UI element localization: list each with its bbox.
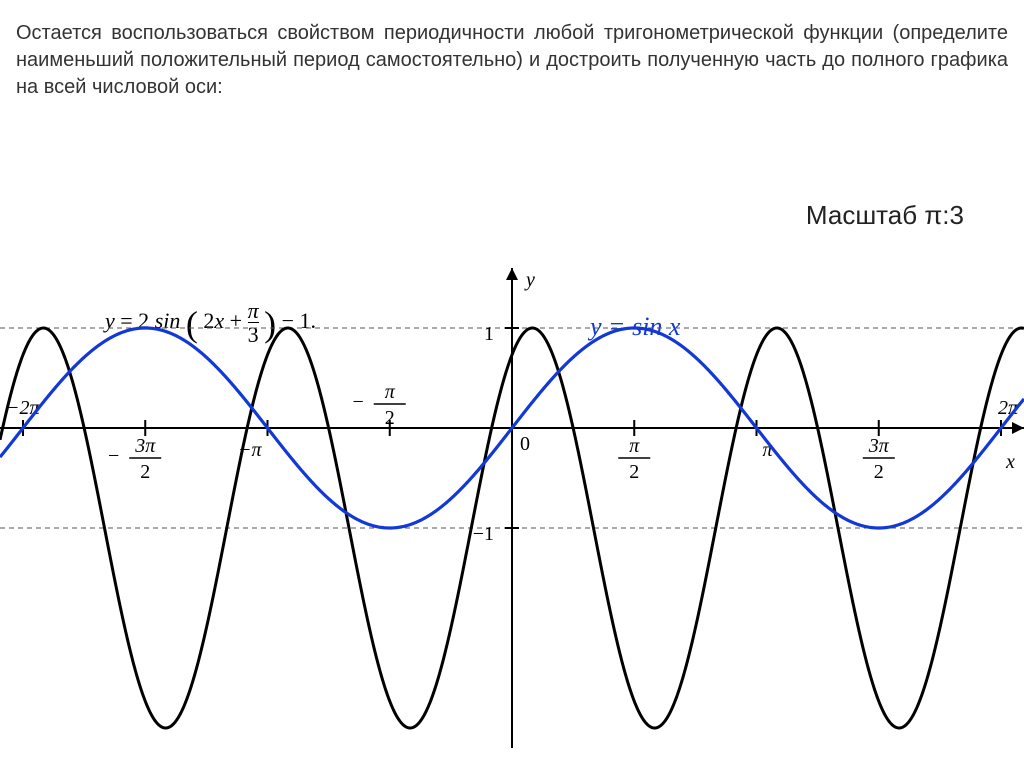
svg-text:−: −: [108, 445, 119, 467]
svg-text:π: π: [385, 381, 396, 403]
scale-note: Масштаб π:3: [806, 200, 964, 231]
svg-text:3π: 3π: [868, 435, 890, 457]
svg-text:2: 2: [385, 407, 395, 429]
origin-label: 0: [520, 433, 530, 455]
x-tick-label: −π 2: [352, 381, 405, 429]
svg-text:−2π: −2π: [6, 397, 40, 419]
svg-text:−: −: [352, 391, 363, 413]
ytick-minus1-label: −1: [473, 523, 494, 545]
x-tick-label: −3π 2: [108, 435, 161, 483]
x-tick-label: π2: [618, 435, 650, 483]
intro-paragraph: Остается воспользоваться свойством перио…: [14, 20, 1010, 101]
svg-text:2: 2: [874, 461, 884, 483]
chart-svg: −2π−3π2−π−π2π2π3π22π y x 0 1 −1: [0, 268, 1024, 748]
x-tick-label: 3π2: [863, 435, 895, 483]
svg-text:π: π: [629, 435, 640, 457]
y-axis-label: y: [524, 269, 535, 291]
x-axis-arrow: [1012, 422, 1024, 434]
svg-text:2: 2: [629, 461, 639, 483]
y-axis-arrow: [506, 268, 518, 280]
chart-area: −2π−3π2−π−π2π2π3π22π y x 0 1 −1: [0, 268, 1024, 748]
x-axis-label: x: [1005, 451, 1015, 473]
ytick-1-label: 1: [484, 323, 494, 345]
x-tick-label: −2π: [6, 397, 40, 419]
svg-text:2: 2: [140, 461, 150, 483]
svg-text:3π: 3π: [134, 435, 156, 457]
